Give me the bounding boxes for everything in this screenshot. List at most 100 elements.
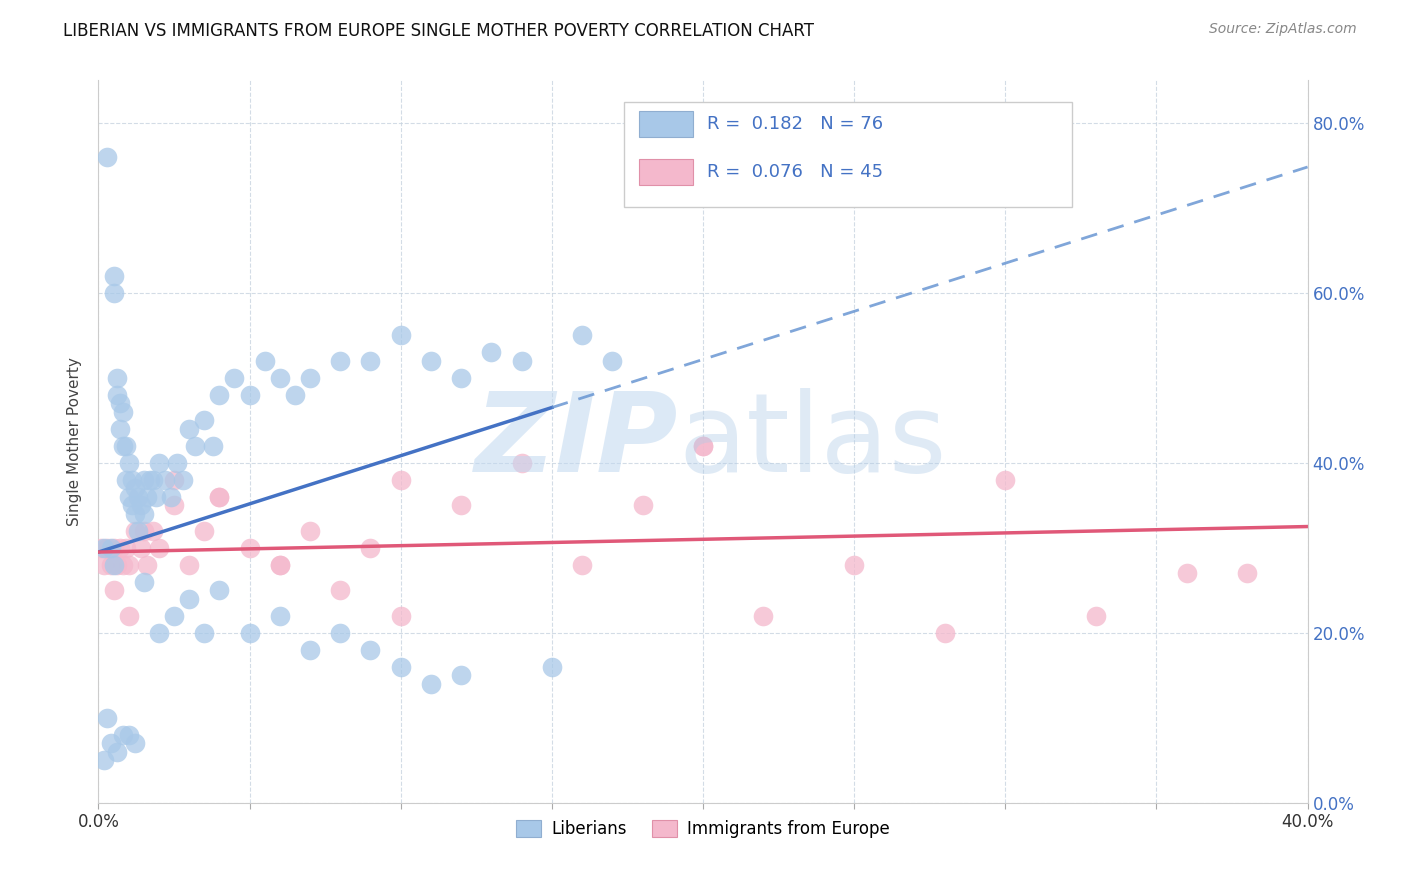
- Point: [124, 507, 146, 521]
- Point: [179, 422, 201, 436]
- Point: [142, 473, 165, 487]
- Point: [239, 625, 262, 640]
- Point: [269, 558, 291, 572]
- Point: [105, 388, 128, 402]
- Point: [118, 558, 141, 572]
- Point: [420, 677, 443, 691]
- Point: [135, 490, 157, 504]
- Point: [114, 439, 136, 453]
- Point: [148, 625, 170, 640]
- Point: [93, 558, 115, 572]
- FancyBboxPatch shape: [624, 102, 1071, 207]
- Point: [103, 558, 125, 572]
- Point: [103, 268, 125, 283]
- Point: [100, 558, 122, 572]
- Point: [105, 558, 128, 572]
- Point: [1085, 608, 1108, 623]
- Point: [96, 711, 118, 725]
- Point: [269, 608, 291, 623]
- Point: [163, 608, 186, 623]
- Point: [124, 481, 146, 495]
- Point: [571, 328, 593, 343]
- Point: [121, 498, 143, 512]
- Point: [239, 541, 262, 555]
- Point: [360, 642, 382, 657]
- Point: [111, 439, 134, 453]
- Text: ZIP: ZIP: [475, 388, 679, 495]
- Point: [127, 524, 149, 538]
- Y-axis label: Single Mother Poverty: Single Mother Poverty: [67, 357, 83, 526]
- Point: [142, 524, 165, 538]
- Point: [202, 439, 225, 453]
- Point: [114, 541, 136, 555]
- Point: [100, 736, 122, 750]
- Point: [139, 473, 162, 487]
- Point: [994, 473, 1017, 487]
- Point: [163, 498, 186, 512]
- Point: [510, 353, 533, 368]
- Text: Source: ZipAtlas.com: Source: ZipAtlas.com: [1209, 22, 1357, 37]
- Point: [118, 490, 141, 504]
- Text: atlas: atlas: [679, 388, 948, 495]
- Point: [100, 541, 122, 555]
- Point: [360, 353, 382, 368]
- Point: [934, 625, 956, 640]
- Point: [540, 660, 562, 674]
- Point: [145, 490, 167, 504]
- Point: [389, 660, 412, 674]
- Point: [96, 541, 118, 555]
- Point: [193, 413, 215, 427]
- Point: [111, 558, 134, 572]
- Point: [124, 736, 146, 750]
- Point: [329, 625, 352, 640]
- Point: [208, 583, 231, 598]
- Point: [844, 558, 866, 572]
- Point: [692, 439, 714, 453]
- Point: [111, 728, 134, 742]
- Point: [752, 608, 775, 623]
- Point: [103, 285, 125, 300]
- Text: R =  0.182   N = 76: R = 0.182 N = 76: [707, 115, 883, 133]
- Point: [208, 388, 231, 402]
- Point: [103, 541, 125, 555]
- Point: [132, 574, 155, 589]
- Point: [135, 558, 157, 572]
- Point: [284, 388, 307, 402]
- Point: [571, 558, 593, 572]
- Point: [93, 753, 115, 767]
- Point: [389, 473, 412, 487]
- Point: [90, 541, 112, 555]
- Point: [148, 541, 170, 555]
- Point: [389, 328, 412, 343]
- Point: [269, 558, 291, 572]
- Point: [208, 490, 231, 504]
- Point: [420, 353, 443, 368]
- Point: [127, 490, 149, 504]
- Point: [93, 541, 115, 555]
- Point: [299, 524, 322, 538]
- Point: [329, 353, 352, 368]
- Point: [108, 396, 131, 410]
- Point: [160, 490, 183, 504]
- Legend: Liberians, Immigrants from Europe: Liberians, Immigrants from Europe: [510, 814, 896, 845]
- Point: [360, 541, 382, 555]
- Point: [96, 150, 118, 164]
- Point: [103, 583, 125, 598]
- Point: [184, 439, 207, 453]
- Point: [299, 642, 322, 657]
- Point: [118, 608, 141, 623]
- Point: [193, 524, 215, 538]
- Point: [132, 507, 155, 521]
- Point: [118, 728, 141, 742]
- Point: [269, 371, 291, 385]
- Point: [163, 473, 186, 487]
- Point: [111, 405, 134, 419]
- Point: [129, 541, 152, 555]
- Point: [631, 498, 654, 512]
- Point: [166, 456, 188, 470]
- Point: [132, 473, 155, 487]
- Point: [124, 524, 146, 538]
- Point: [510, 456, 533, 470]
- Point: [208, 490, 231, 504]
- Point: [224, 371, 246, 385]
